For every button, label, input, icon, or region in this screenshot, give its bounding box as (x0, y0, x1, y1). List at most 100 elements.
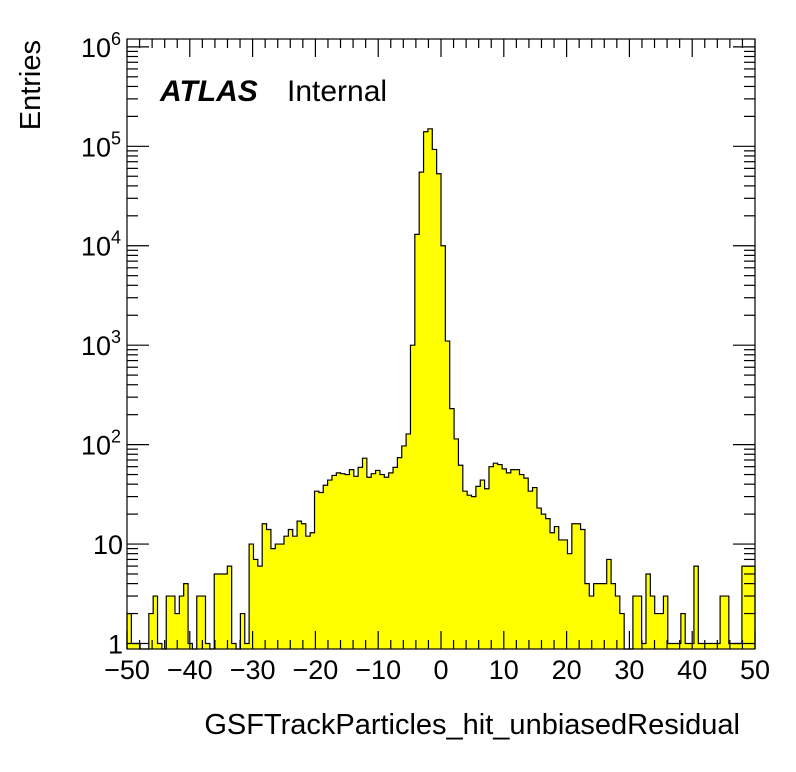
histogram-bar (728, 643, 734, 649)
x-axis-title: GSFTrackParticles_hit_unbiasedResidual (204, 709, 740, 741)
histogram-bar (550, 532, 555, 649)
histogram-bar (397, 457, 403, 649)
histogram-bar (183, 583, 189, 649)
y-tick-label: 104 (81, 228, 121, 262)
histogram-bar (545, 518, 551, 649)
x-tick-label: 50 (740, 655, 770, 685)
histogram-bar (724, 596, 730, 649)
histogram-bar (170, 596, 176, 649)
histogram-bar (558, 539, 564, 649)
histogram-bar (497, 464, 503, 649)
histogram-bar (467, 495, 472, 649)
histogram-bar (680, 613, 686, 649)
y-tick-label: 105 (81, 128, 121, 162)
histogram-bar (305, 536, 311, 649)
histogram-bar (318, 492, 324, 649)
histogram-bar (737, 643, 743, 649)
histogram-bar (632, 596, 638, 649)
histogram-bar (563, 539, 568, 649)
histogram-bar (693, 566, 699, 649)
x-tick-label: −10 (355, 655, 401, 685)
histogram-bar (515, 469, 520, 649)
y-tick-label: 10 (93, 530, 123, 560)
histogram-bar (454, 438, 459, 649)
histogram-bar (493, 463, 498, 649)
histogram-bar (554, 526, 560, 649)
x-tick-label: −30 (230, 655, 276, 685)
histogram-bar (292, 536, 298, 649)
histogram-bar (707, 643, 712, 649)
x-tick-label: −50 (104, 655, 150, 685)
histogram-bar (502, 468, 507, 649)
histogram-bar (310, 532, 315, 649)
histogram-bar (375, 470, 381, 649)
y-tick-label: 106 (81, 29, 121, 63)
histogram-bar (340, 473, 346, 649)
histogram-bar (445, 341, 451, 649)
histogram-bar (580, 529, 586, 649)
histogram-bar (244, 643, 250, 649)
histogram-bar (270, 548, 276, 649)
histogram-bar (349, 469, 355, 649)
histogram-bar (179, 596, 184, 649)
histogram-bar (536, 508, 542, 649)
histogram-bar (331, 475, 337, 649)
histogram-bar (432, 149, 437, 650)
x-tick-label: −40 (167, 655, 213, 685)
x-tick-label: 10 (489, 655, 519, 685)
histogram-bar (297, 521, 302, 649)
internal-label: Internal (287, 75, 387, 108)
y-ticks: 1 10 102 103 104 105 106 (81, 29, 755, 659)
histogram-bar (393, 467, 398, 649)
histogram-bar (257, 566, 263, 649)
histogram-bar (366, 477, 372, 649)
histogram-bar (528, 491, 533, 649)
histogram-bar (746, 566, 751, 649)
histogram-bar (174, 613, 180, 649)
histogram-bar (685, 643, 690, 649)
histogram-bar (327, 480, 333, 649)
histogram-bar (720, 596, 725, 649)
histogram-bar (410, 345, 416, 649)
histogram-bar (135, 643, 141, 649)
histogram-bar (733, 643, 738, 649)
histogram-bar (741, 566, 747, 649)
histogram-bar (645, 573, 651, 649)
histogram-bar (711, 643, 717, 649)
y-tick-label: 102 (81, 427, 121, 461)
y-tick-label: 103 (81, 327, 121, 361)
histogram-bar (458, 465, 464, 649)
histogram-bar (519, 474, 525, 649)
histogram-bar (667, 643, 673, 649)
histogram-bar (227, 566, 232, 649)
histogram-bar (602, 583, 608, 649)
histogram-bar (231, 643, 237, 649)
histogram-bar (506, 472, 512, 649)
x-tick-label: 20 (552, 655, 582, 685)
histogram-bar (288, 529, 294, 649)
histogram-bar (698, 643, 703, 649)
histogram-bar (750, 566, 756, 649)
atlas-label: ATLAS (159, 75, 258, 108)
histogram-bar (345, 474, 350, 649)
histogram-bar (584, 583, 590, 649)
histogram-bar (484, 488, 490, 649)
x-tick-label: 40 (677, 655, 707, 685)
histogram-bar (358, 467, 363, 649)
histogram-bar (284, 536, 289, 649)
x-tick-label: −20 (292, 655, 338, 685)
histogram-bar (471, 496, 477, 649)
histogram-bar (637, 596, 642, 649)
histogram-bar (218, 573, 224, 649)
histogram-bar (205, 643, 211, 649)
histogram-bar (262, 523, 267, 649)
x-tick-label: 30 (614, 655, 644, 685)
histogram-bar (222, 573, 228, 649)
histogram-bar (301, 523, 307, 649)
histogram-bars (127, 128, 756, 650)
histogram-bar (401, 445, 407, 649)
histogram-bar (266, 529, 272, 649)
histogram-bar (362, 458, 368, 649)
histogram-bar (127, 613, 132, 649)
